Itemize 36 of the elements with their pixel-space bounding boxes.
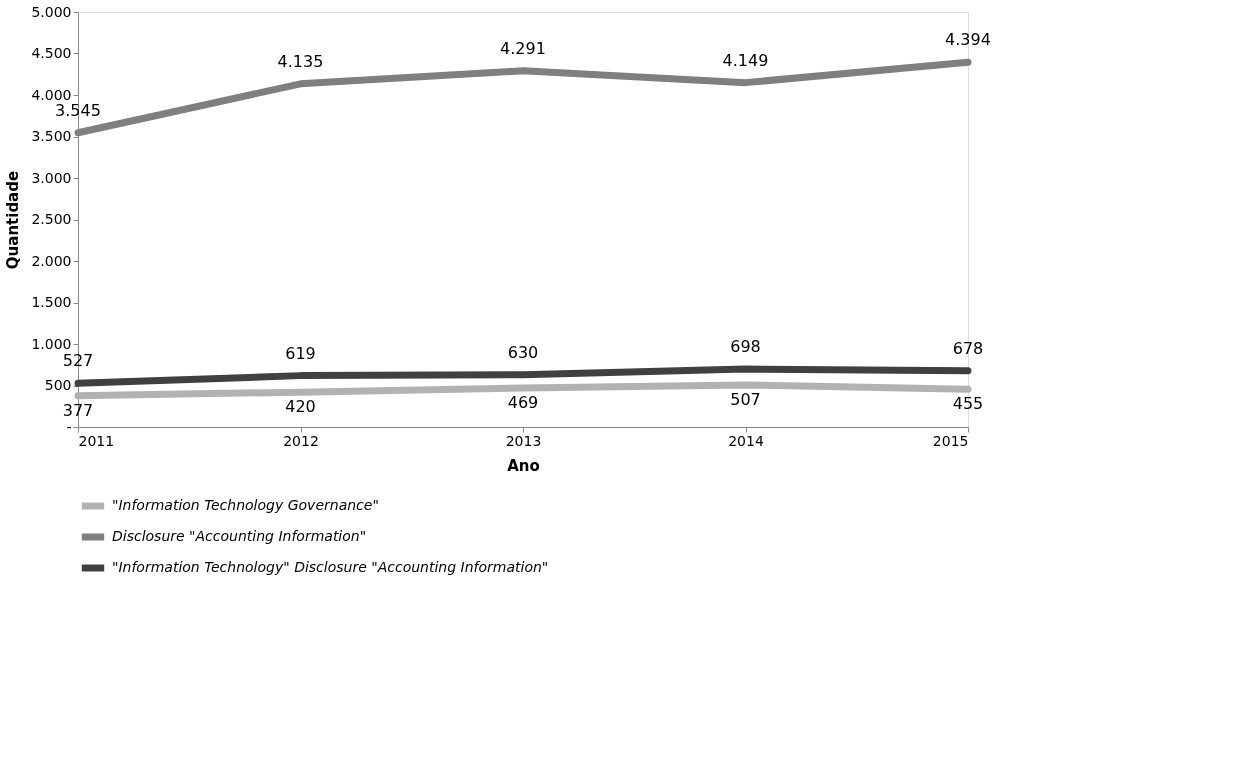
- data-label: 527: [62, 351, 94, 371]
- y-tick-label: 4.000: [31, 86, 72, 103]
- y-tick-label: 1.500: [31, 294, 72, 310]
- data-label: 4.149: [722, 50, 769, 70]
- data-label: 455: [952, 394, 984, 414]
- x-tick-label: 2012: [283, 432, 319, 449]
- x-tick-label: 2011: [78, 432, 115, 449]
- y-tick-label: 4.500: [31, 45, 72, 61]
- data-label: 678: [952, 338, 984, 358]
- data-label: 469: [507, 393, 539, 413]
- data-label: 4.394: [945, 30, 991, 50]
- y-tick-label: 500: [44, 377, 72, 393]
- legend-label: Disclosure "Accounting Information": [112, 528, 367, 544]
- legend-label: "Information Technology" Disclosure "Accounting Information": [112, 559, 549, 575]
- y-tick-label: 2.500: [31, 211, 72, 227]
- x-tick-label: 2015: [932, 432, 969, 449]
- y-tick-label: 3.500: [31, 128, 72, 144]
- x-tick-label: 2014: [728, 432, 764, 449]
- y-tick-label: 3.000: [31, 169, 72, 186]
- y-tick-label: 1.000: [31, 335, 72, 352]
- data-label: 377: [62, 400, 94, 420]
- y-axis-title: Quantidade: [4, 170, 23, 270]
- data-label: 3.545: [55, 100, 101, 120]
- data-label: 698: [730, 337, 761, 357]
- data-label: 4.291: [500, 38, 546, 58]
- data-label: 4.135: [277, 51, 324, 71]
- legend-label: "Information Technology Governance": [112, 497, 379, 513]
- data-label: 619: [285, 343, 316, 363]
- x-tick-label: 2013: [505, 432, 542, 449]
- data-label: 420: [285, 397, 316, 417]
- y-tick-label: 2.000: [31, 252, 72, 269]
- data-label: 507: [730, 389, 761, 409]
- data-label: 630: [507, 342, 539, 362]
- y-tick-label: 5.000: [31, 3, 72, 20]
- y-tick-label: -: [66, 418, 72, 435]
- x-axis-title: Ano: [507, 456, 540, 475]
